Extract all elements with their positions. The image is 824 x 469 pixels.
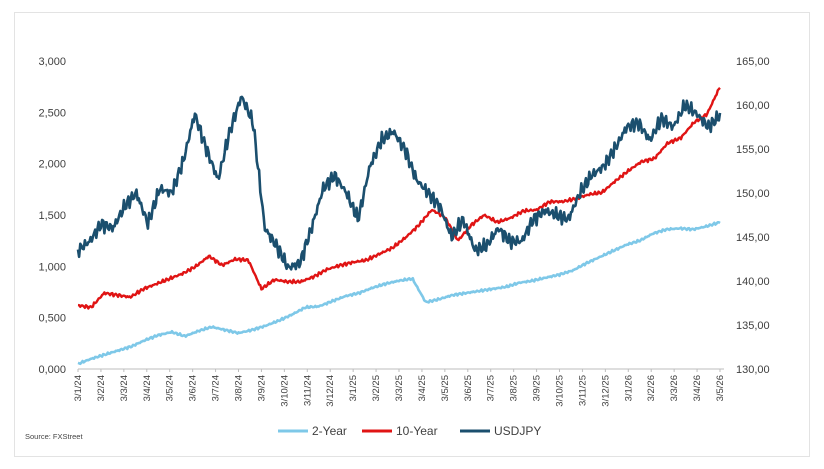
right-tick-label: 140,00	[736, 276, 770, 288]
left-tick-label: 0,000	[38, 364, 66, 376]
series-layer	[76, 87, 722, 366]
x-tick-label: 3/10/25	[555, 375, 566, 407]
x-tick-label: 3/5/25	[440, 375, 451, 401]
x-tick-label: 3/6/24	[188, 375, 199, 401]
x-tick-label: 3/8/25	[509, 375, 520, 401]
legend: 2-Year 10-Year USDJPY	[278, 424, 541, 438]
left-tick-label: 1,000	[38, 261, 66, 273]
x-tick-label: 3/2/25	[371, 375, 382, 401]
x-tick-label: 3/9/25	[532, 375, 543, 401]
right-tick-label: 150,00	[736, 188, 770, 200]
x-tick-label: 3/6/25	[463, 375, 474, 401]
x-tick-label: 3/7/25	[486, 375, 497, 401]
left-tick-label: 0,500	[38, 313, 66, 325]
legend-label: 10-Year	[396, 424, 438, 438]
x-tick-label: 3/4/26	[692, 375, 703, 401]
left-tick-label: 2,000	[38, 159, 66, 171]
x-tick-label: 3/8/24	[234, 375, 245, 401]
x-tick-label: 3/12/25	[600, 375, 611, 407]
legend-label: USDJPY	[494, 424, 541, 438]
x-tick-label: 3/10/24	[279, 375, 290, 407]
x-tick-label: 3/5/24	[165, 375, 176, 401]
left-axis: 0,000 0,500 1,000 1,500 2,000 2,500 3,000	[38, 56, 66, 376]
series-line-10-year	[77, 87, 721, 310]
legend-label: 2-Year	[312, 424, 347, 438]
x-tick-label: 3/1/24	[73, 375, 84, 401]
x-tick-label: 3/4/24	[142, 375, 153, 401]
left-tick-label: 3,000	[38, 56, 66, 68]
x-tick-label: 3/11/25	[577, 375, 588, 406]
x-tick-label: 3/11/24	[302, 375, 313, 406]
source-note: Source: FXStreet	[25, 432, 83, 441]
x-tick-label: 3/4/25	[417, 375, 428, 401]
right-tick-label: 155,00	[736, 144, 770, 156]
x-tick-label: 3/2/26	[646, 375, 657, 401]
x-tick-label: 3/9/24	[256, 375, 267, 401]
x-tick-label: 3/5/26	[715, 375, 726, 401]
right-tick-label: 160,00	[736, 100, 770, 112]
chart-frame	[14, 12, 810, 457]
left-tick-label: 2,500	[38, 107, 66, 119]
x-tick-label: 3/3/24	[119, 375, 130, 401]
x-tick-label: 3/2/24	[96, 375, 107, 401]
right-tick-label: 145,00	[736, 232, 770, 244]
x-tick-label: 3/1/25	[348, 375, 359, 401]
x-tick-label: 3/3/25	[394, 375, 405, 401]
right-axis: 130,00 135,00 140,00 145,00 150,00 155,00 160,…	[736, 56, 770, 376]
right-tick-label: 165,00	[736, 56, 770, 68]
x-tick-label: 3/7/24	[211, 375, 222, 401]
x-axis: 3/1/24 3/2/24 3/3/24 3/4/24 3/5/24 3/6/24 3/7/…	[73, 369, 726, 407]
left-tick-label: 1,500	[38, 210, 66, 222]
x-tick-label: 3/12/24	[325, 375, 336, 407]
right-tick-label: 130,00	[736, 364, 770, 376]
x-tick-label: 3/3/26	[669, 375, 680, 401]
right-tick-label: 135,00	[736, 320, 770, 332]
series-line-2-year	[77, 221, 721, 366]
x-tick-label: 3/1/26	[623, 375, 634, 401]
series-line-usdjpy	[76, 95, 722, 271]
